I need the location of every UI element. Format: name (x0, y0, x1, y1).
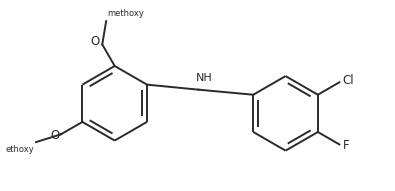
Text: Cl: Cl (342, 74, 354, 87)
Text: methoxy: methoxy (108, 9, 145, 18)
Text: NH: NH (196, 73, 213, 83)
Text: O: O (91, 35, 100, 48)
Text: O: O (50, 129, 59, 142)
Text: F: F (342, 139, 349, 152)
Text: ethoxy: ethoxy (6, 145, 34, 154)
